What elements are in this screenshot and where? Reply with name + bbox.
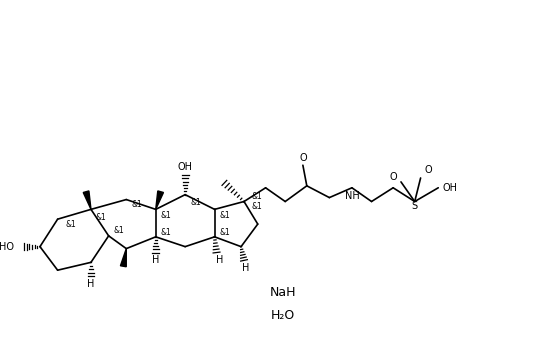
Text: O: O <box>389 172 397 182</box>
Text: O: O <box>299 153 307 163</box>
Text: &1: &1 <box>160 228 171 238</box>
Text: H: H <box>152 255 159 265</box>
Text: H₂O: H₂O <box>271 309 295 322</box>
Text: H: H <box>216 255 223 265</box>
Polygon shape <box>120 249 127 267</box>
Text: &1: &1 <box>219 228 230 238</box>
Text: NaH: NaH <box>270 286 296 299</box>
Text: &1: &1 <box>252 202 263 211</box>
Text: O: O <box>425 165 432 175</box>
Text: &1: &1 <box>114 226 124 235</box>
Polygon shape <box>83 191 91 209</box>
Text: HO: HO <box>0 242 14 252</box>
Text: H: H <box>243 263 250 273</box>
Text: NH: NH <box>345 191 359 201</box>
Text: &1: &1 <box>96 213 107 222</box>
Text: OH: OH <box>442 183 457 193</box>
Text: &1: &1 <box>219 211 230 220</box>
Text: &1: &1 <box>65 220 76 229</box>
Text: &1: &1 <box>160 211 171 220</box>
Text: OH: OH <box>178 162 193 172</box>
Text: &1: &1 <box>252 192 263 201</box>
Text: S: S <box>412 202 418 211</box>
Text: H: H <box>87 279 95 289</box>
Text: &1: &1 <box>190 198 201 207</box>
Text: &1: &1 <box>131 200 142 209</box>
Polygon shape <box>156 191 164 209</box>
